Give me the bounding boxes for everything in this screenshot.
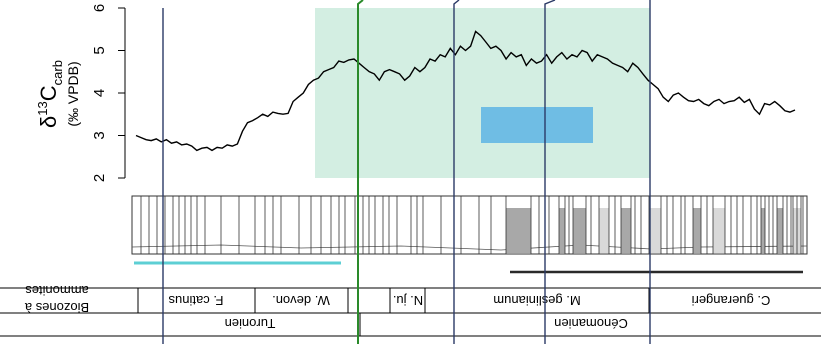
zone-c-guerangeri: C. guerangeri — [692, 293, 771, 308]
y-axis: 2 3 4 5 6 — [91, 4, 126, 182]
row-label-biozones: Biozones à — [24, 300, 89, 315]
isotope-excursion-band — [481, 107, 593, 143]
stage-cenomanian: Cénomanien — [554, 316, 628, 331]
navy-line-hook — [544, 0, 556, 8]
litho-top-contour — [131, 244, 808, 251]
zone-f-catinus: F. catinus — [168, 293, 223, 308]
marl-bed — [693, 208, 701, 253]
marl-bed — [621, 208, 631, 253]
correlation-lines — [162, 0, 651, 344]
zone-n-juddii: N. ju. — [393, 293, 423, 308]
marl-bed — [761, 208, 765, 253]
marl-bed — [573, 208, 586, 253]
marl-bed — [713, 208, 725, 253]
marl-bed — [506, 208, 531, 253]
row-label-ammonites: ammonites — [25, 283, 89, 298]
navy-line-hook — [453, 0, 460, 8]
zone-m-geslinianum: M. geslinianum — [493, 293, 580, 308]
y-tick-label: 5 — [91, 46, 108, 54]
y-tick-label: 3 — [91, 131, 108, 139]
marl-bed — [599, 208, 609, 253]
d13c-series-line — [135, 30, 796, 152]
stage-turonian: Turonien — [225, 316, 276, 331]
lithologic-column — [131, 195, 808, 255]
y-axis-label: δ13Ccarb — [35, 60, 65, 128]
green-line-hook — [357, 0, 364, 8]
plot-area: 2 3 4 5 6 δ13Ccarb (‰ VPDB) — [35, 4, 796, 182]
y-axis-unit: (‰ VPDB) — [65, 61, 81, 126]
marl-bed — [777, 208, 783, 253]
y-tick-label: 4 — [91, 89, 108, 97]
y-tick-label: 6 — [91, 4, 108, 12]
litho-beds — [140, 196, 804, 254]
y-tick-label: 2 — [91, 174, 108, 182]
marl-bed — [649, 208, 661, 253]
y-axis-title: δ13Ccarb (‰ VPDB) — [35, 60, 81, 128]
marl-bed — [559, 208, 565, 253]
ammonite-zones-table: C. guerangeri M. geslinianum N. ju. W. d… — [0, 283, 821, 337]
zone-w-devonense: W. devon. — [272, 293, 330, 308]
stable-isotope-band — [315, 8, 650, 178]
